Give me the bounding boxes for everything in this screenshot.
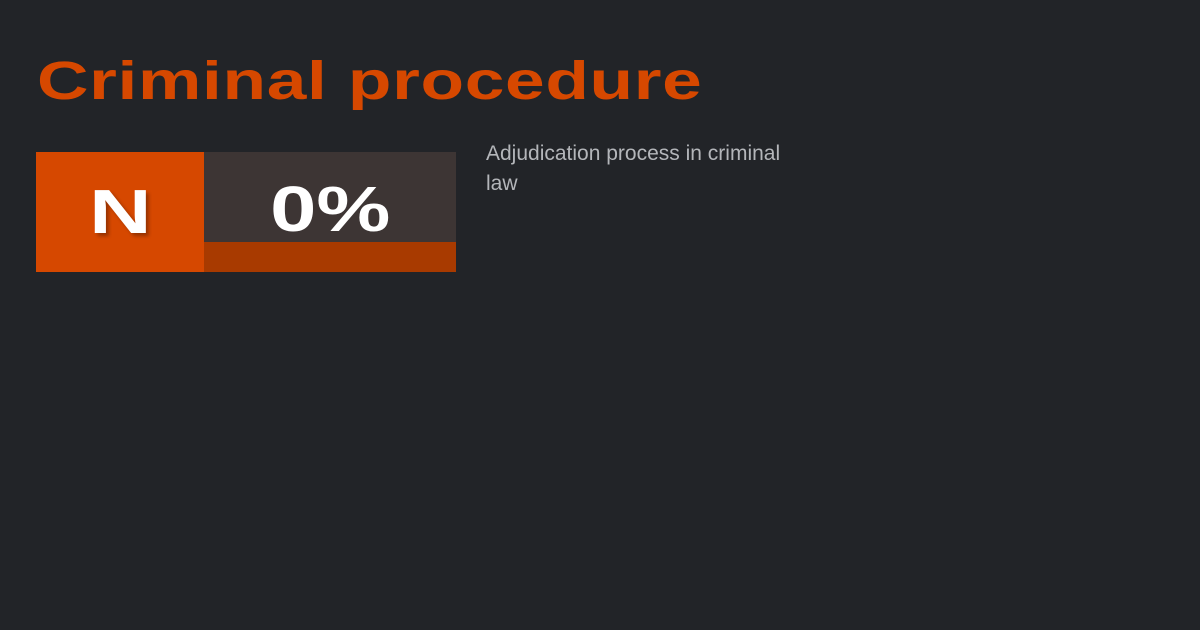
score-percent: 0% [204, 172, 456, 246]
page-title: Criminal procedure [37, 51, 703, 111]
grade-badge: N [36, 152, 204, 272]
description: Adjudication process in criminal law [486, 142, 781, 195]
progress-bar [204, 242, 456, 272]
score-card: N 0% [36, 152, 456, 272]
score-panel: 0% [204, 152, 456, 272]
score-percent-text: 0% [269, 173, 391, 245]
grade-letter: N [88, 177, 152, 247]
